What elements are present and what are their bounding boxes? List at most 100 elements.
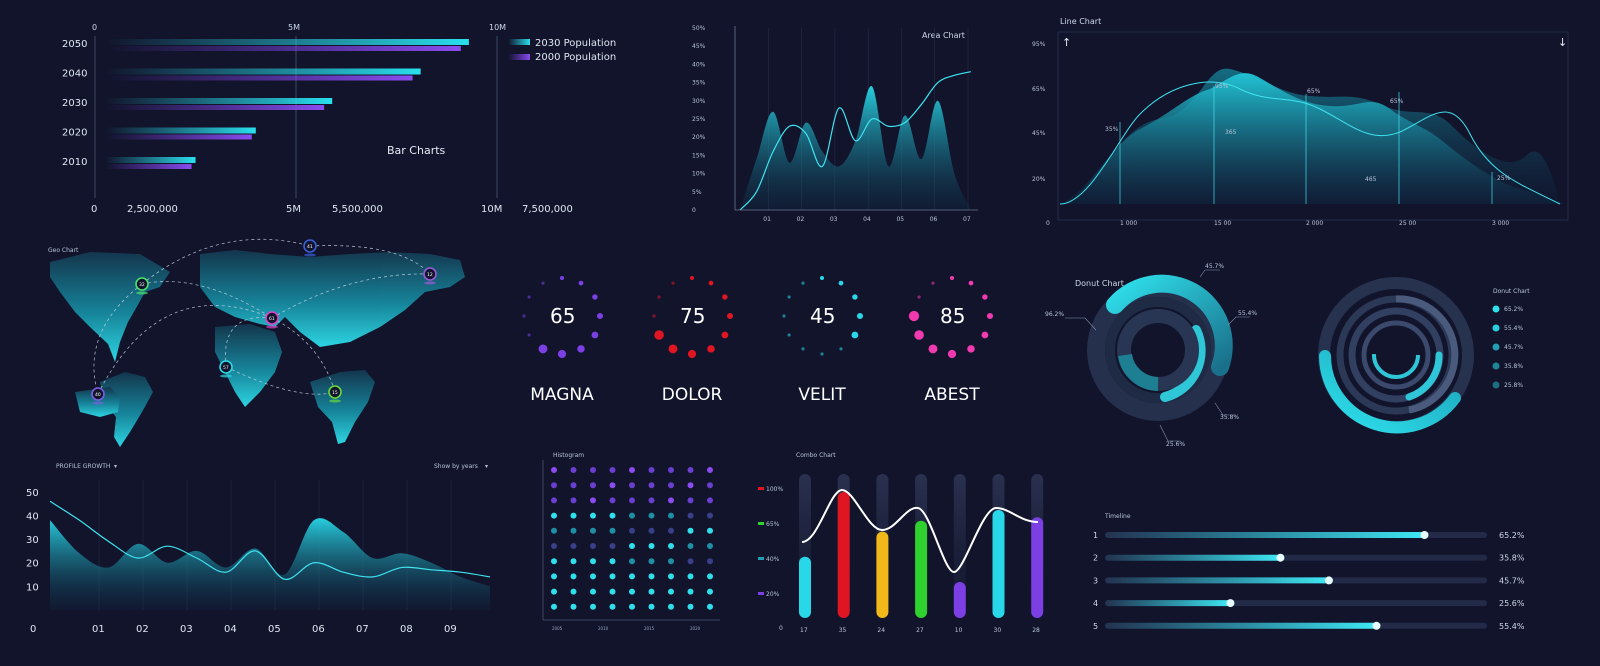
bar-bottom-tick: 7,500,000 <box>522 204 573 215</box>
line-chart-title: Line Chart <box>1060 17 1101 26</box>
combo-x-tick: 10 <box>955 627 963 634</box>
histogram-dot <box>629 497 635 504</box>
growth-x-tick: 09 <box>444 624 457 635</box>
combo-x-tick: 35 <box>839 627 847 634</box>
timeline-bar <box>1105 600 1231 607</box>
histogram-x-tick: 2015 <box>644 626 655 631</box>
histogram-dot <box>648 588 655 595</box>
histogram-dot <box>668 497 674 504</box>
geo-marker-shadow <box>92 401 104 405</box>
line-x-tick: 1 000 <box>1120 220 1137 227</box>
bar-top-tick: 5M <box>288 23 300 32</box>
growth-filter-caret-icon[interactable]: ▾ <box>485 463 488 470</box>
histogram-dot <box>609 482 616 489</box>
gauges: 65 MAGNA 75 DOLOR 45 VELIT 85 ABEST <box>522 276 994 405</box>
histogram-dot <box>687 527 694 534</box>
histogram-dot <box>570 467 577 473</box>
gauge-dot <box>914 330 924 340</box>
geo-marker-icon[interactable] <box>219 360 233 374</box>
growth-title[interactable]: PROFILE GROWTH <box>56 463 110 470</box>
gauge-dot <box>687 349 697 359</box>
histogram-dot <box>629 527 635 534</box>
histogram-dot <box>668 467 674 473</box>
geo-marker-icon[interactable] <box>91 387 105 401</box>
histogram-dot <box>551 482 557 489</box>
histogram-dot <box>609 467 616 473</box>
geo-marker-icon[interactable] <box>265 311 279 325</box>
histogram: Histogram 2005 2010 2015 2020 <box>542 452 720 631</box>
geo-marker-icon[interactable] <box>328 385 342 399</box>
histogram-dot <box>687 573 694 580</box>
growth-x-tick: 0 <box>30 624 36 635</box>
area-y-tick: 35% <box>692 80 706 87</box>
geo-marker-icon[interactable] <box>303 239 317 253</box>
donut2-legend-dot <box>1492 305 1500 313</box>
bar-chart-title: Bar Charts <box>387 144 446 157</box>
timeline-value: 55.4% <box>1499 622 1525 631</box>
donut2-arc-2 <box>1395 295 1459 414</box>
bar-2000 <box>105 134 252 140</box>
geo-marker-icon[interactable] <box>135 277 149 291</box>
donut-chart-1: Donut Chart 45.7% 55.4% 96.2% 35.8% 25.6% <box>1045 263 1257 448</box>
timeline-value: 45.7% <box>1499 576 1525 585</box>
combo-chart: Combo Chart 100% 65% 40% 20% 17 35 24 27 10 30 28… <box>758 452 1044 634</box>
histogram-dot <box>629 573 635 580</box>
bar-bottom-tick: 0 <box>91 204 97 215</box>
donut2-arc-3 <box>1405 351 1443 401</box>
histogram-dot <box>609 558 616 565</box>
area-x-tick: 03 <box>830 216 838 223</box>
line-annotation: 65% <box>1307 88 1321 95</box>
histogram-dot <box>687 482 694 489</box>
geo-chart-title: Geo Chart <box>48 247 79 254</box>
combo-bar <box>992 510 1005 618</box>
legend-swatch-2000 <box>508 54 530 60</box>
line-y-tick: 95% <box>1032 41 1046 48</box>
donut2-legend-dot <box>1492 362 1500 370</box>
histogram-dot <box>648 527 655 534</box>
gauge-dot <box>721 331 729 339</box>
histogram-dot <box>570 527 577 534</box>
arrow-down-icon[interactable]: ↓ <box>1558 36 1567 49</box>
histogram-dot <box>590 558 596 565</box>
area-x-tick: 07 <box>963 216 971 223</box>
histogram-dot <box>609 603 616 610</box>
geo-marker-icon[interactable] <box>423 267 437 281</box>
histogram-dot <box>570 603 577 610</box>
bar-2030 <box>105 98 333 104</box>
bar-top-tick: 10M <box>489 23 506 32</box>
donut1-arc-inner <box>1118 353 1159 391</box>
histogram-dot <box>648 558 655 565</box>
histogram-dot <box>668 558 674 565</box>
histogram-dot <box>687 543 694 549</box>
histogram-dot <box>668 543 674 549</box>
gauge-dot <box>522 314 526 318</box>
histogram-dot <box>590 588 596 595</box>
gauge-dot <box>592 294 598 300</box>
growth-filter[interactable]: Show by years <box>434 463 478 470</box>
histogram-dot <box>648 543 655 549</box>
gauge-dot <box>839 347 843 351</box>
arrow-up-icon[interactable]: ↑ <box>1062 36 1071 49</box>
growth-title-caret-icon[interactable]: ▾ <box>114 463 117 470</box>
gauge-dot <box>557 349 567 359</box>
combo-bar <box>1031 517 1044 618</box>
histogram-dot <box>668 588 674 595</box>
histogram-dot <box>551 558 557 565</box>
combo-bar-track <box>953 474 966 618</box>
gauge-dot <box>787 333 791 337</box>
growth-x-tick: 06 <box>312 624 325 635</box>
bar-bottom-tick: 10M <box>481 204 502 215</box>
geo-marker-shadow <box>266 325 278 329</box>
bar-category-label: 2030 <box>62 98 87 109</box>
histogram-dot <box>609 497 616 504</box>
geo-marker-label: 41 <box>307 244 313 250</box>
area-y-tick: 10% <box>692 171 706 178</box>
histogram-dot <box>629 603 635 610</box>
geo-marker-label: 12 <box>427 272 433 278</box>
bar-2000 <box>105 46 461 51</box>
geo-marker-label: 32 <box>139 282 145 288</box>
histogram-dot <box>590 467 596 473</box>
gauge-dot <box>527 333 531 337</box>
combo-bar <box>953 582 966 618</box>
legend-label-2030: 2030 Population <box>535 38 616 49</box>
